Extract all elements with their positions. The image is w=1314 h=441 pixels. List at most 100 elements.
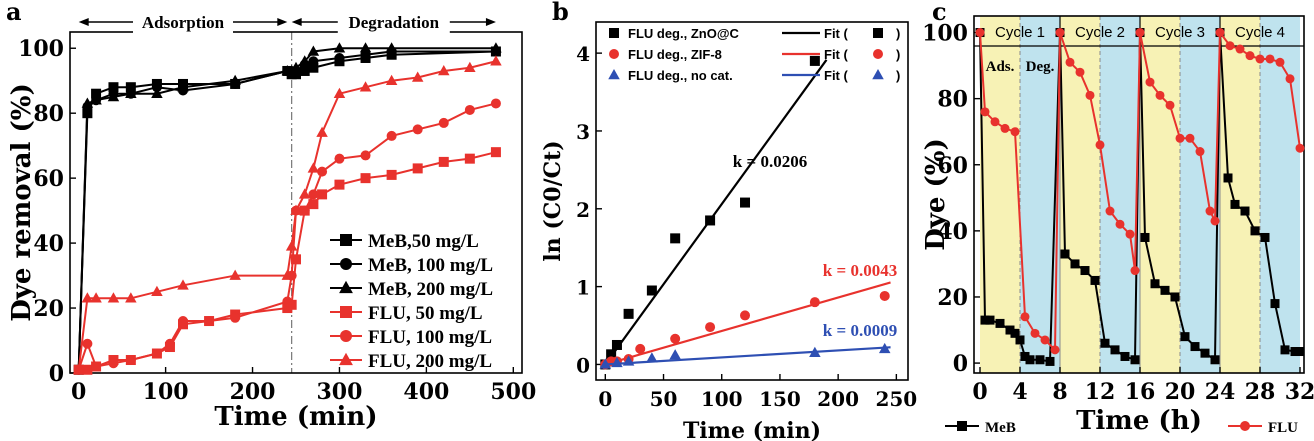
panel-b-xtick-label: 100 xyxy=(701,387,743,411)
panel-a-data-point xyxy=(229,74,241,85)
panel-c-data-point xyxy=(1110,345,1120,355)
panel-a-data-point xyxy=(125,82,136,93)
panel-c-data-point xyxy=(1290,347,1300,357)
panel-a-data-point xyxy=(464,153,475,164)
panel-c-data-point xyxy=(1205,206,1215,216)
panel-a-data-point xyxy=(359,81,372,92)
panel-a-data-point xyxy=(316,126,328,137)
panel-b-data-point xyxy=(622,355,635,366)
panel-c-xtick-label: 28 xyxy=(1245,379,1276,405)
panel-a-legend-label: FLU, 200 mg/L xyxy=(368,351,492,372)
panel-a-data-point xyxy=(334,179,345,190)
panel-a-data-point xyxy=(81,97,94,108)
panel-b-ytick-label: 3 xyxy=(576,120,590,144)
panel-c-data-point xyxy=(1060,249,1070,259)
panel-c-data-point xyxy=(1135,28,1145,38)
panel-c-data-point xyxy=(1145,77,1155,87)
panel-b-legend-fit-marker xyxy=(872,69,884,80)
panel-a-data-point xyxy=(108,82,119,93)
panel-b-ytick-label: 4 xyxy=(576,42,590,66)
panel-b-legend-fit-close: ) xyxy=(896,26,900,41)
panel-a-data-point xyxy=(490,147,501,158)
panel-a-data-point xyxy=(107,292,120,303)
panel-b-legend-marker xyxy=(608,69,620,80)
panel-b-legend-label: FLU deg., no cat. xyxy=(628,68,733,83)
panel-b-fit-line xyxy=(604,59,828,366)
panel-a-data-point xyxy=(151,348,162,359)
panel-a-series xyxy=(73,98,501,375)
panel-b-data-point xyxy=(878,342,891,354)
panel-b-data-point xyxy=(740,197,751,208)
panel-a-arrowhead xyxy=(485,18,496,26)
panel-a-data-point xyxy=(178,316,188,327)
panel-a-data-point xyxy=(125,292,137,303)
panel-b-legend-marker xyxy=(609,28,619,38)
panel-a-data-point xyxy=(412,124,423,135)
panel-a-data-point xyxy=(490,98,501,109)
panel-a-data-point xyxy=(230,312,241,323)
panel-b-data-point xyxy=(611,339,622,350)
panel-a-data-point xyxy=(291,254,301,265)
panel-c-data-point xyxy=(1175,133,1185,143)
panel-c-phase-band xyxy=(1180,16,1220,373)
panel-b-data-point xyxy=(669,349,681,360)
panel-c-data-point xyxy=(1085,90,1095,100)
panel-b-data-point xyxy=(599,358,612,369)
panel-a-data-point xyxy=(464,104,475,115)
panel-c-data-point xyxy=(1130,266,1140,276)
panel-b-data-point xyxy=(606,349,617,360)
panel-c-ytick-label: 100 xyxy=(922,21,968,47)
panel-a-data-point xyxy=(151,82,162,93)
panel-a-series xyxy=(73,46,501,375)
panel-c-data-point xyxy=(1105,206,1115,216)
panel-a-legend-marker xyxy=(340,258,352,270)
panel-c-xlabel: Time (h) xyxy=(1076,406,1202,436)
panel-c-data-point xyxy=(1020,351,1030,361)
panel-c-data-point xyxy=(1040,335,1050,345)
panel-a-data-point xyxy=(317,166,328,177)
panel-c-data-point xyxy=(980,315,990,325)
panel-a-legend-label: MeB, 200 mg/L xyxy=(368,279,493,300)
panel-c-plot-frame xyxy=(973,15,1305,374)
panel-a-data-point xyxy=(299,205,310,216)
panel-c-cycle-label: Cycle 3 xyxy=(1155,24,1205,41)
panel-a-data-point xyxy=(490,55,502,66)
panel-a-data-point xyxy=(298,55,311,66)
panel-c-data-point xyxy=(1155,90,1165,100)
panel-a-xtick-label: 300 xyxy=(316,379,362,405)
panel-b-fit-line xyxy=(605,281,891,366)
panel-a-data-point xyxy=(438,117,449,128)
panel-a-data-point xyxy=(386,130,397,141)
panel-a-ytick-label: 20 xyxy=(33,296,64,322)
panel-b-legend-fit-label: Fit ( xyxy=(824,26,848,41)
panel-b-xtick-label: 0 xyxy=(598,387,612,411)
panel-c-data-point xyxy=(985,315,995,325)
panel-b-legend-fit-label: Fit ( xyxy=(824,68,848,83)
panel-a-data-point xyxy=(333,87,346,98)
panel-c-data-point xyxy=(1280,345,1290,355)
panel-a: a 0 100 200 300 400 500 0 20 40 60 80 100 Adsorption D… xyxy=(6,0,536,432)
panel-c-phase-band xyxy=(1220,16,1260,373)
panel-c-ytick-label: 0 xyxy=(953,351,968,377)
panel-b-xtick-label: 150 xyxy=(759,387,801,411)
panel-a-data-point xyxy=(204,316,215,327)
panel-a-arrowhead xyxy=(291,18,302,26)
panel-c-cycle-label: Cycle 4 xyxy=(1235,24,1285,41)
panel-a-annotation-bg xyxy=(133,11,233,33)
panel-a-data-point xyxy=(285,240,298,251)
panel-c-data-point xyxy=(1020,312,1030,322)
panel-a-data-point xyxy=(438,64,450,76)
panel-a-data-point xyxy=(438,156,449,167)
panel-c-data-point xyxy=(1255,54,1265,64)
panel-c-data-point xyxy=(995,318,1005,328)
panel-a-data-point xyxy=(411,71,424,82)
panel-a-ytick-label: 40 xyxy=(33,231,64,257)
panel-b-data-point xyxy=(740,310,751,321)
panel-c-phase-band xyxy=(1260,16,1300,373)
panel-c-legend-marker xyxy=(1240,421,1250,431)
panel-a-data-point xyxy=(90,94,102,105)
panel-a-data-point xyxy=(334,52,345,63)
panel-c-data-point xyxy=(1075,67,1085,77)
panel-a-data-point xyxy=(82,338,93,349)
panel-b-k-label: k = 0.0009 xyxy=(823,321,897,340)
